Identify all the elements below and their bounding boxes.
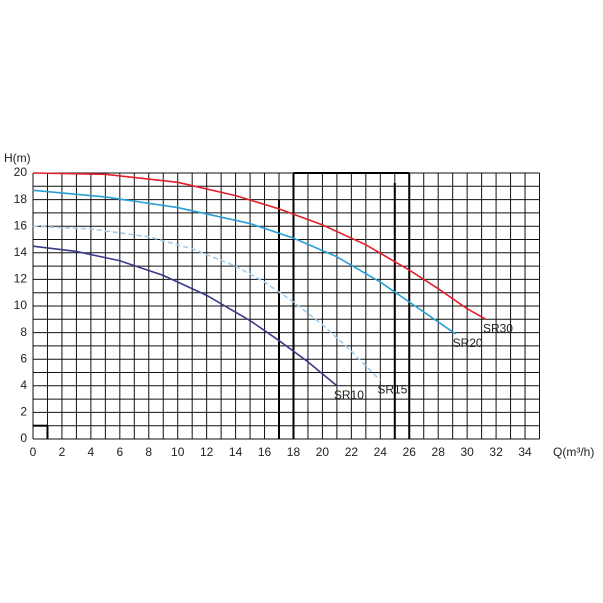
x-tick-label: 32: [489, 445, 503, 459]
y-tick-label: 8: [20, 325, 27, 339]
x-tick-label: 24: [374, 445, 388, 459]
curve: [32, 225, 381, 382]
x-tick-label: 8: [145, 445, 152, 459]
x-tick-label: 2: [59, 445, 66, 459]
curve-label: SR10: [334, 388, 364, 402]
x-tick-label: 12: [200, 445, 214, 459]
y-tick-label: 4: [20, 378, 27, 392]
y-tick-label: 16: [14, 218, 28, 232]
x-tick-label: 18: [287, 445, 301, 459]
curve-label: SR20: [453, 336, 483, 350]
y-tick-label: 0: [20, 431, 27, 445]
x-tick-label: 6: [116, 445, 123, 459]
curve: [32, 172, 487, 320]
x-tick-label: 16: [258, 445, 272, 459]
y-tick-label: 14: [14, 245, 28, 259]
x-tick-label: 30: [460, 445, 474, 459]
x-tick-label: 0: [30, 445, 37, 459]
x-tick-label: 14: [229, 445, 243, 459]
y-tick-label: 6: [20, 351, 27, 365]
x-axis-title: Q(m³/h): [553, 445, 594, 459]
x-tick-label: 34: [518, 445, 532, 459]
y-tick-label: 10: [14, 298, 28, 312]
x-tick-label: 4: [88, 445, 95, 459]
x-tick-label: 22: [345, 445, 359, 459]
y-tick-label: 12: [14, 272, 28, 286]
curve-label: SR15: [377, 383, 407, 397]
x-tick-label: 26: [403, 445, 417, 459]
y-axis-title: H(m): [4, 151, 31, 165]
y-tick-label: 2: [20, 405, 27, 419]
curve: [32, 189, 457, 335]
y-tick-label: 20: [14, 165, 28, 179]
curve-label: SR30: [483, 321, 513, 335]
curve: [32, 245, 338, 387]
y-tick-label: 18: [14, 192, 28, 206]
x-tick-label: 28: [432, 445, 446, 459]
x-tick-label: 20: [316, 445, 330, 459]
x-tick-label: 10: [171, 445, 185, 459]
